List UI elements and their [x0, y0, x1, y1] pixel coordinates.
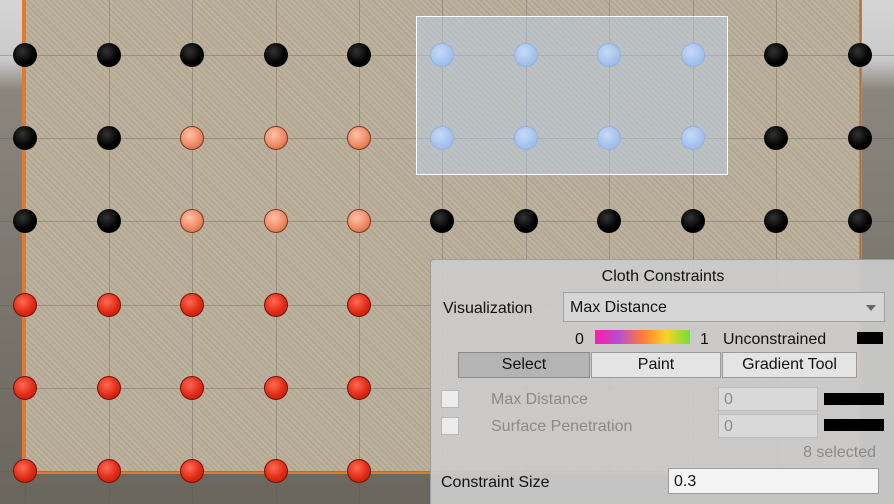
panel-title: Cloth Constraints	[601, 268, 725, 285]
grid-line	[693, 0, 694, 504]
cloth-particle-red[interactable]	[13, 293, 37, 317]
cloth-particle-red[interactable]	[347, 293, 371, 317]
cloth-particle-black[interactable]	[13, 126, 37, 150]
cloth-particle-black[interactable]	[764, 126, 788, 150]
gradient-tool-button[interactable]: Gradient Tool	[722, 352, 857, 378]
cloth-particle-black[interactable]	[13, 43, 37, 67]
surface-penetration-field[interactable]: 0	[718, 414, 818, 438]
scale-max-label: 1	[700, 331, 709, 348]
cloth-particle-salmon[interactable]	[264, 209, 288, 233]
surface-penetration-label: Surface Penetration	[491, 418, 633, 435]
cloth-particle-black[interactable]	[264, 43, 288, 67]
cloth-constraints-panel: Cloth Constraints Visualization Max Dist…	[430, 259, 894, 504]
cloth-particle-salmon[interactable]	[264, 126, 288, 150]
cloth-particle-black[interactable]	[764, 209, 788, 233]
cloth-particle-black[interactable]	[848, 209, 872, 233]
cloth-particle-black[interactable]	[97, 126, 121, 150]
grid-line	[25, 0, 26, 504]
constraint-size-input[interactable]: 0.3	[668, 468, 879, 494]
scale-min-label: 0	[575, 331, 584, 348]
cloth-particle-black[interactable]	[13, 209, 37, 233]
cloth-particle-black[interactable]	[430, 209, 454, 233]
cloth-particle-red[interactable]	[13, 459, 37, 483]
cloth-particle-black[interactable]	[681, 209, 705, 233]
max-distance-field[interactable]: 0	[718, 387, 818, 411]
cloth-particle-red[interactable]	[347, 459, 371, 483]
dropdown-arrow-icon	[866, 305, 876, 311]
select-tool-button[interactable]: Select	[458, 352, 590, 378]
cloth-particle-black[interactable]	[848, 43, 872, 67]
selected-count: 8 selected	[803, 444, 876, 461]
cloth-particle-black[interactable]	[180, 43, 204, 67]
cloth-particle-black[interactable]	[514, 209, 538, 233]
selection-rectangle	[416, 16, 728, 175]
cloth-particle-red[interactable]	[264, 293, 288, 317]
grid-line	[609, 0, 610, 504]
cloth-particle-black[interactable]	[597, 209, 621, 233]
cloth-particle-red[interactable]	[97, 376, 121, 400]
grid-line	[192, 0, 193, 504]
cloth-particle-red[interactable]	[347, 376, 371, 400]
cloth-particle-red[interactable]	[97, 293, 121, 317]
cloth-particle-red[interactable]	[180, 459, 204, 483]
cloth-particle-black[interactable]	[848, 126, 872, 150]
cloth-particle-red[interactable]	[180, 376, 204, 400]
visualization-value: Max Distance	[570, 299, 667, 316]
cloth-particle-salmon[interactable]	[180, 126, 204, 150]
cloth-particle-black[interactable]	[347, 43, 371, 67]
cloth-particle-red[interactable]	[97, 459, 121, 483]
grid-line	[860, 0, 861, 504]
visualization-label: Visualization	[443, 300, 533, 317]
cloth-particle-black[interactable]	[97, 43, 121, 67]
cloth-particle-black[interactable]	[764, 43, 788, 67]
unconstrained-label: Unconstrained	[723, 331, 827, 348]
surface-penetration-color-swatch	[824, 419, 884, 431]
paint-tool-button[interactable]: Paint	[591, 352, 721, 378]
grid-line	[776, 0, 777, 504]
cloth-particle-red[interactable]	[180, 293, 204, 317]
constraint-size-label: Constraint Size	[441, 474, 550, 491]
grid-line	[359, 0, 360, 504]
cloth-particle-salmon[interactable]	[347, 126, 371, 150]
grid-line	[442, 0, 443, 504]
surface-penetration-checkbox[interactable]	[441, 417, 459, 435]
max-distance-label: Max Distance	[491, 391, 588, 408]
cloth-particle-red[interactable]	[264, 376, 288, 400]
cloth-particle-red[interactable]	[264, 459, 288, 483]
grid-line	[276, 0, 277, 504]
cloth-particle-salmon[interactable]	[347, 209, 371, 233]
color-scale-bar	[595, 330, 690, 344]
unconstrained-color-swatch	[857, 332, 883, 344]
cloth-particle-salmon[interactable]	[180, 209, 204, 233]
grid-line	[109, 0, 110, 504]
max-distance-color-swatch	[824, 393, 884, 405]
cloth-particle-red[interactable]	[13, 376, 37, 400]
grid-line	[526, 0, 527, 504]
cloth-particle-black[interactable]	[97, 209, 121, 233]
max-distance-checkbox[interactable]	[441, 390, 459, 408]
visualization-dropdown[interactable]: Max Distance	[563, 292, 885, 322]
